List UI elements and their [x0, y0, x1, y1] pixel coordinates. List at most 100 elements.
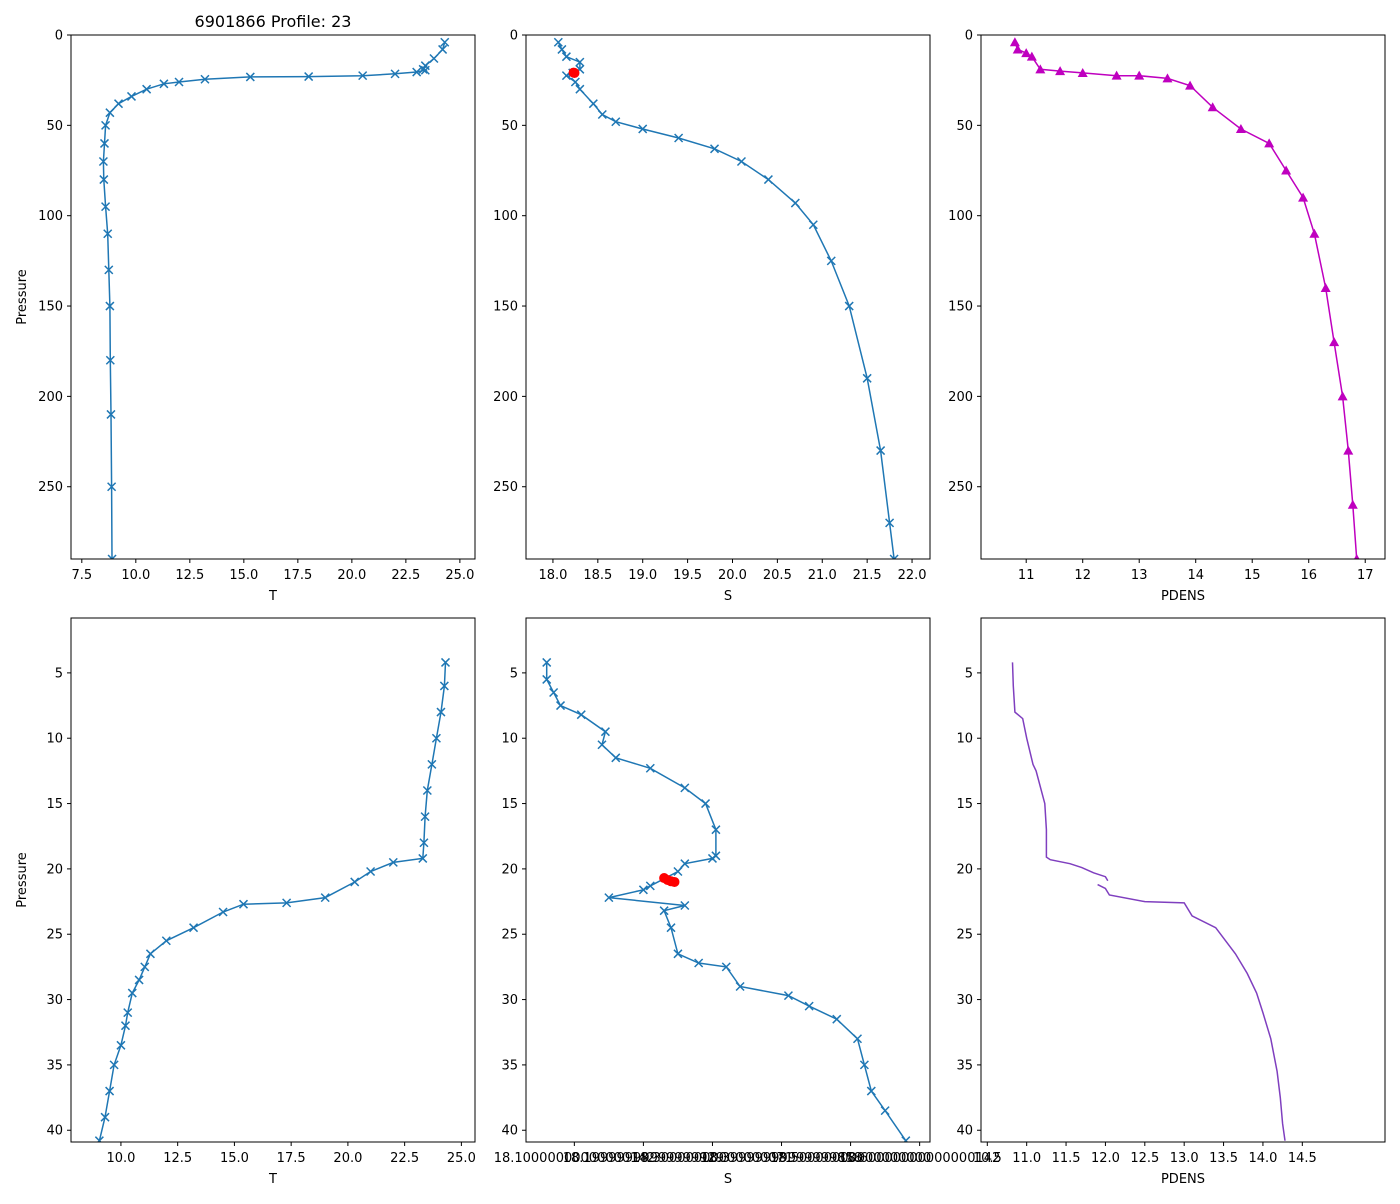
data-point-x-marker [116, 1040, 126, 1050]
data-point-x-marker [638, 885, 648, 895]
data-point-triangle-marker [1309, 228, 1320, 238]
flagged-data-point [569, 67, 580, 78]
data-point-triangle-marker [1329, 337, 1340, 347]
y-tick-label: 5 [965, 666, 973, 681]
plot-area [553, 37, 899, 559]
data-point-x-marker [604, 893, 614, 903]
x-tick-label: 22.5 [390, 1151, 419, 1166]
data-point-x-marker [542, 674, 552, 684]
data-point-x-marker [783, 991, 793, 1001]
data-point-x-marker [673, 949, 683, 959]
data-point-x-marker [645, 763, 655, 773]
axes-frame [70, 34, 476, 560]
data-point-x-marker [390, 69, 400, 79]
x-tick-label: 13.5 [1209, 1151, 1238, 1166]
data-point-x-marker [113, 99, 124, 109]
data-point-triangle-marker [1111, 70, 1122, 80]
data-point-triangle-marker [1207, 102, 1218, 112]
x-tick-label: 10.0 [106, 1151, 135, 1166]
panel-top-left: 7.5 10.0 12.5 15.0 17.5 20.0 22.5 25.0 0 50 100 150… [15, 29, 476, 604]
data-point-x-marker [107, 482, 117, 492]
data-point-x-marker [140, 962, 150, 972]
data-point-x-marker [388, 857, 398, 867]
y-tick-label: 150 [493, 300, 518, 315]
data-point-x-marker [98, 156, 108, 167]
data-point-x-marker [350, 877, 360, 887]
x-tick-label: 14 [1187, 568, 1204, 583]
x-tick-label: 18.39999999999999858 [701, 1151, 862, 1166]
y-tick-label: 0 [55, 29, 63, 44]
data-point-x-marker [575, 84, 585, 94]
series-line-pdens [1011, 662, 1109, 882]
data-point-x-marker [808, 220, 818, 230]
data-point-x-marker [673, 866, 683, 877]
y-tick-label: 5 [510, 666, 518, 681]
x-axis-label: T [268, 589, 277, 604]
data-point-x-marker [105, 301, 115, 311]
data-point-triangle-marker [1337, 391, 1348, 401]
data-point-triangle-marker [1026, 51, 1037, 61]
y-tick-label: 35 [46, 1058, 63, 1073]
data-point-x-marker [174, 77, 184, 87]
y-tick-label: 30 [501, 993, 518, 1008]
x-tick-label: 15.0 [229, 568, 258, 583]
y-tick-label: 0 [965, 29, 973, 44]
y-axis-label: Pressure [15, 852, 30, 908]
data-point-x-marker [611, 753, 621, 763]
y-tick-label: 100 [948, 209, 973, 224]
x-tick-label: 7.5 [71, 568, 92, 583]
x-tick-label: 16 [1300, 568, 1317, 583]
data-point-x-marker [282, 898, 292, 908]
x-tick-label: 18.19999999999999929 [563, 1151, 724, 1166]
y-tick-label: 40 [956, 1124, 973, 1139]
data-point-x-marker [238, 899, 249, 909]
data-point-x-marker [145, 949, 155, 959]
data-point-x-marker [600, 727, 610, 737]
x-axis-label: T [268, 1172, 277, 1187]
data-point-x-marker [542, 657, 552, 667]
data-point-x-marker [844, 301, 854, 311]
data-point-x-marker [666, 923, 676, 933]
data-point-x-marker [804, 1001, 814, 1011]
data-point-x-marker [105, 108, 115, 118]
x-tick-label: 20.0 [333, 1151, 362, 1166]
x-tick-label: 15 [1244, 568, 1261, 583]
y-axis-label: Pressure [15, 269, 30, 325]
data-point-x-marker [680, 783, 690, 793]
panel-bottom-middle: 18.1000000000000014218.19999999999999929… [494, 617, 1000, 1187]
data-point-triangle-marker [1320, 282, 1331, 292]
data-point-x-marker [218, 907, 228, 917]
x-tick-label: 15.0 [220, 1151, 249, 1166]
data-point-x-marker [707, 853, 717, 863]
data-point-x-marker [109, 1060, 119, 1070]
data-point-x-marker [99, 175, 109, 185]
y-tick-label: 250 [948, 480, 973, 495]
panel-bottom-left: 10.0 12.5 15.0 17.5 20.0 22.5 25.0 5 10 15 20 25 30 3… [15, 617, 476, 1187]
x-axis-label: S [724, 589, 732, 604]
x-tick-label: 10.5 [973, 1151, 1002, 1166]
data-point-x-marker [422, 785, 432, 796]
data-point-triangle-marker [1162, 73, 1173, 83]
data-point-triangle-marker [1353, 554, 1360, 559]
x-tick-label: 18.10000000000000142 [494, 1151, 655, 1166]
data-point-x-marker [553, 37, 563, 47]
x-tick-label: 13 [1131, 568, 1148, 583]
data-point-x-marker [101, 120, 111, 130]
y-tick-label: 150 [948, 300, 973, 315]
data-point-triangle-marker [1343, 445, 1354, 455]
data-point-x-marker [304, 72, 314, 82]
plot-area [98, 37, 450, 559]
x-tick-label: 20.0 [718, 568, 747, 583]
data-point-x-marker [790, 198, 800, 208]
data-point-x-marker [429, 53, 439, 64]
data-point-x-marker [320, 893, 330, 903]
x-tick-label: 22.0 [898, 568, 927, 583]
y-tick-label: 20 [46, 862, 63, 877]
data-point-x-marker [576, 710, 586, 720]
data-point-x-marker [418, 64, 428, 74]
plot-area [1009, 37, 1360, 559]
data-point-triangle-marker [1298, 192, 1309, 202]
data-point-x-marker [826, 256, 836, 266]
x-tick-label: 21.0 [808, 568, 837, 583]
